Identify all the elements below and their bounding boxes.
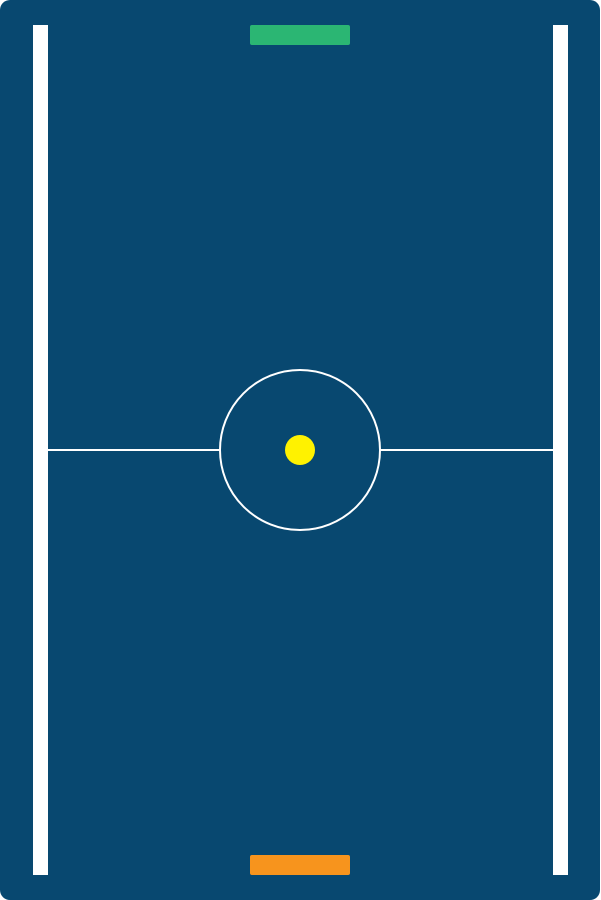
top-paddle[interactable] xyxy=(250,25,350,45)
center-line-left xyxy=(48,449,220,451)
center-circle xyxy=(219,369,381,531)
center-line-right xyxy=(380,449,553,451)
bottom-paddle[interactable] xyxy=(250,855,350,875)
left-wall xyxy=(33,25,48,875)
right-wall xyxy=(553,25,568,875)
ball xyxy=(285,435,315,465)
